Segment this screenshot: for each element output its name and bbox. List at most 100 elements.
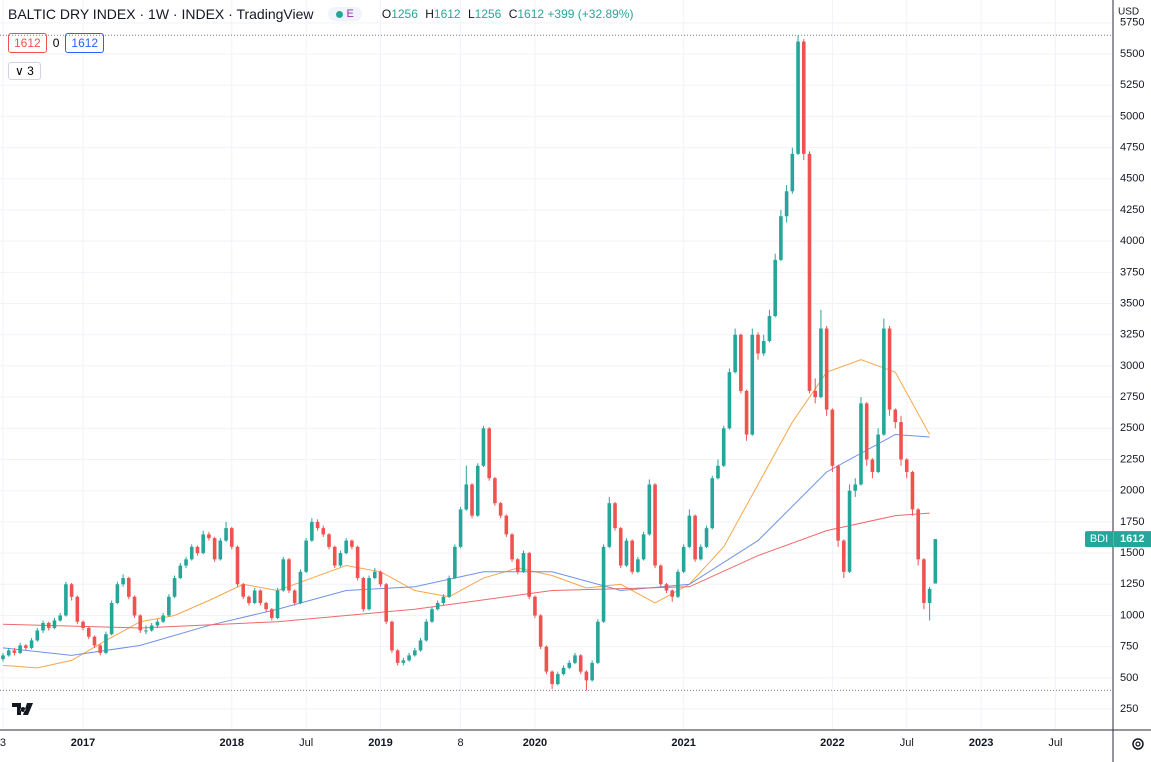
candle-body bbox=[29, 640, 34, 648]
moving-average bbox=[2, 512, 930, 629]
candle-body bbox=[144, 630, 148, 632]
candle-body bbox=[864, 403, 869, 460]
y-tick-label: 4750 bbox=[1120, 142, 1144, 154]
ohlc-readout: O1256 H1612 L1256 C1612 +399 (+32.89%) bbox=[378, 7, 634, 21]
candle-body bbox=[613, 503, 617, 529]
candle-body bbox=[515, 559, 520, 572]
candle-body bbox=[916, 509, 920, 560]
candle-body bbox=[407, 655, 411, 661]
candle-body bbox=[24, 645, 28, 648]
candle-body bbox=[184, 559, 188, 566]
candle-body bbox=[767, 316, 772, 341]
x-tick-label: Jul bbox=[900, 737, 914, 749]
candle-body bbox=[556, 674, 560, 685]
candle-body bbox=[235, 546, 240, 585]
candle-body bbox=[470, 484, 474, 516]
candle-body bbox=[630, 540, 634, 572]
candle-body bbox=[739, 334, 743, 391]
candle-body bbox=[75, 596, 80, 622]
candle-body bbox=[721, 428, 726, 466]
candle-body bbox=[224, 528, 228, 541]
candle-body bbox=[704, 528, 709, 547]
candle-body bbox=[298, 571, 303, 603]
candle-body bbox=[149, 625, 154, 631]
candle-body bbox=[350, 540, 354, 547]
candle-body bbox=[81, 621, 85, 628]
x-tick-label: 8 bbox=[458, 737, 464, 749]
x-tick-label: Jul bbox=[1048, 737, 1062, 749]
candle-body bbox=[132, 596, 137, 616]
candle-body bbox=[658, 565, 663, 585]
candle-body bbox=[687, 515, 692, 547]
candle-body bbox=[327, 534, 331, 547]
y-tick-label: 500 bbox=[1120, 672, 1138, 684]
ohlc-letter: O bbox=[381, 7, 392, 21]
candle-body bbox=[790, 153, 795, 192]
y-tick-label: 2000 bbox=[1120, 485, 1144, 497]
candle-body bbox=[716, 465, 720, 479]
candle-body bbox=[453, 546, 457, 579]
indicator-value[interactable]: 1612 bbox=[8, 33, 47, 53]
candle-body bbox=[104, 634, 108, 653]
candle-body bbox=[195, 546, 200, 554]
candle-body bbox=[887, 328, 892, 410]
symbol-tag-text: BDI bbox=[1090, 533, 1108, 545]
settings-icon[interactable] bbox=[1132, 738, 1144, 750]
candle-body bbox=[447, 578, 451, 597]
candle-body bbox=[418, 640, 423, 651]
badge[interactable]: E bbox=[327, 7, 362, 21]
candle-body bbox=[498, 503, 503, 516]
y-tick-label: 5000 bbox=[1120, 110, 1144, 122]
candle-body bbox=[172, 578, 177, 597]
candle-body bbox=[842, 540, 846, 572]
candle-body bbox=[601, 546, 606, 622]
candle-body bbox=[35, 630, 40, 641]
candle-body bbox=[750, 334, 755, 435]
candle-body bbox=[538, 615, 543, 647]
collapse-count: 3 bbox=[27, 64, 34, 78]
candle-body bbox=[424, 621, 429, 641]
candle-body bbox=[92, 636, 97, 646]
candle-body bbox=[401, 660, 406, 663]
candle-body bbox=[527, 553, 532, 597]
candle-body bbox=[607, 503, 612, 547]
candle-body bbox=[624, 540, 629, 566]
candle-body bbox=[596, 621, 600, 663]
candle-body bbox=[69, 584, 74, 597]
x-tick-label: 2022 bbox=[820, 737, 844, 749]
candle-body bbox=[258, 590, 263, 603]
ohlc-value: 1612 bbox=[433, 7, 461, 21]
candle-body bbox=[344, 540, 348, 554]
badge-text: E bbox=[346, 8, 354, 20]
y-tick-label: 1500 bbox=[1120, 547, 1144, 559]
candle-body bbox=[807, 153, 812, 391]
candle-body bbox=[550, 671, 554, 685]
candle-body bbox=[275, 590, 280, 618]
candle-body bbox=[178, 565, 183, 579]
candle-body bbox=[1, 655, 5, 660]
indicator-row: 1612 0 1612 bbox=[8, 33, 105, 53]
candle-body bbox=[127, 578, 131, 597]
candle-body bbox=[212, 538, 217, 560]
candle-body bbox=[761, 340, 766, 354]
candle-body bbox=[859, 403, 863, 485]
candle-body bbox=[584, 671, 589, 681]
candle-body bbox=[693, 515, 697, 560]
x-tick-label: 2021 bbox=[671, 737, 695, 749]
candle-body bbox=[52, 620, 57, 628]
candle-body bbox=[218, 540, 223, 560]
indicator-value[interactable]: 1612 bbox=[65, 33, 105, 53]
y-tick-label: 2500 bbox=[1120, 422, 1144, 434]
candle-body bbox=[590, 662, 594, 681]
candle-body bbox=[819, 328, 823, 398]
ohlc-value: 1256 bbox=[474, 7, 502, 21]
candle-body bbox=[201, 534, 205, 554]
collapse-button[interactable]: ∨ 3 bbox=[8, 62, 41, 80]
indicator-value: 0 bbox=[52, 36, 60, 50]
candle-body bbox=[578, 655, 583, 672]
candle-body bbox=[378, 571, 383, 585]
last-price-text: 1612 bbox=[1120, 533, 1144, 545]
y-tick-label: 4000 bbox=[1120, 235, 1144, 247]
candle-body bbox=[904, 459, 909, 472]
